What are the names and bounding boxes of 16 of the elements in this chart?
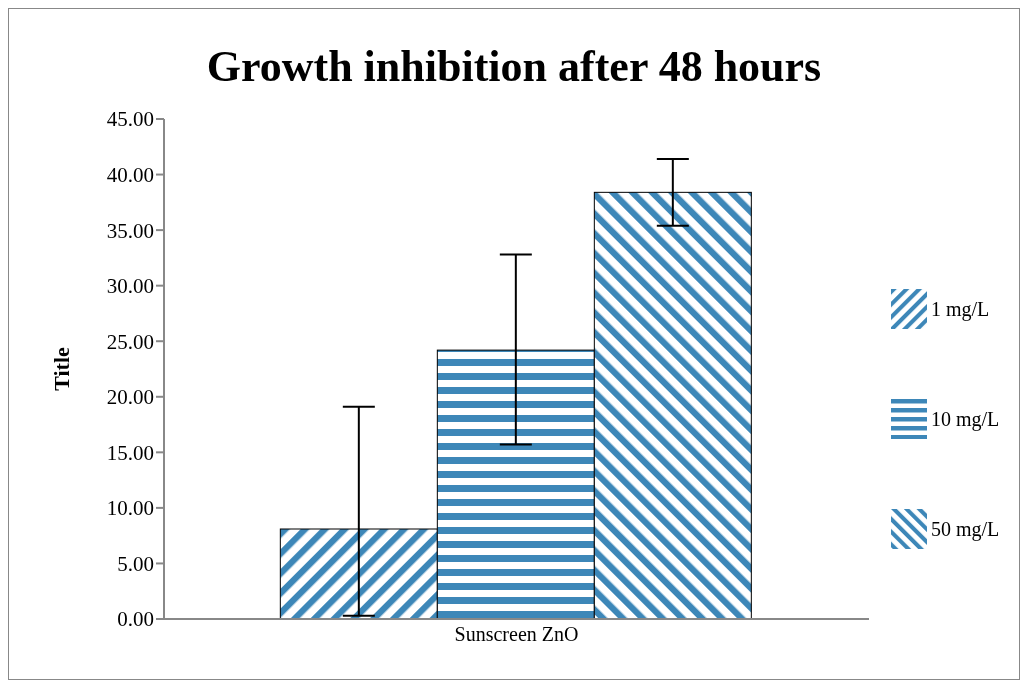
y-tick-label: 40.00 xyxy=(106,163,154,188)
y-tick-label: 35.00 xyxy=(106,218,154,243)
y-axis-title: Title xyxy=(48,346,74,391)
y-tick-label: 45.00 xyxy=(106,107,154,132)
y-tick-label: 20.00 xyxy=(106,385,154,410)
y-tick-label: 30.00 xyxy=(106,274,154,299)
y-tick-label: 0.00 xyxy=(117,607,154,632)
x-tick-label: Sunscreen ZnO xyxy=(454,623,579,646)
legend-label: 50 mg/L xyxy=(931,517,1000,541)
legend-label: 1 mg/L xyxy=(931,297,990,321)
y-tick-label: 5.00 xyxy=(117,551,154,576)
y-tick-label: 10.00 xyxy=(106,496,154,521)
chart-title: Growth inhibition after 48 hours xyxy=(205,41,823,92)
y-tick-label: 25.00 xyxy=(106,329,154,354)
y-tick-label: 15.00 xyxy=(106,440,154,465)
legend-label: 10 mg/L xyxy=(931,407,1000,431)
